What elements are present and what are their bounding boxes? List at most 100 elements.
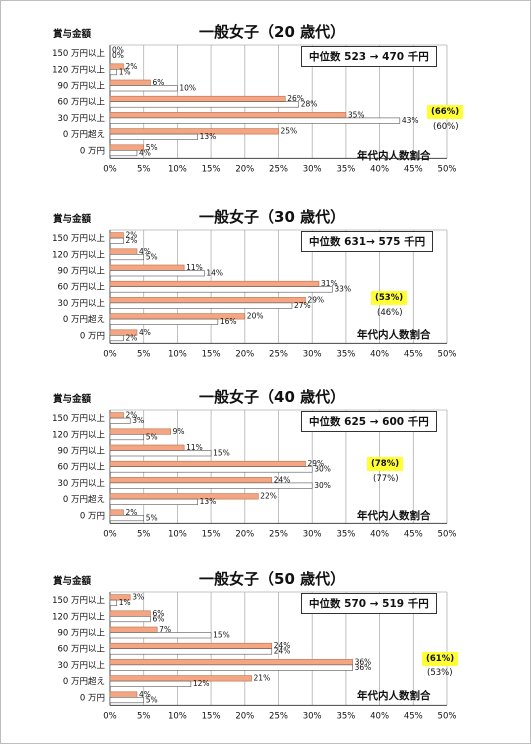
data-label: 2% (125, 411, 137, 420)
tick-label: 50% (438, 711, 457, 721)
chart-title: 一般女子（40 歳代） (199, 388, 346, 406)
data-label: 26% (287, 94, 304, 103)
data-label: 35% (348, 110, 365, 119)
data-label: 31% (321, 279, 338, 288)
data-label: 27% (294, 301, 311, 310)
tick-label: 0% (103, 164, 117, 174)
category-label: 60 万円以上 (57, 645, 105, 655)
data-label: 16% (220, 317, 237, 326)
axis-footer-label: 年代内人数割合 (357, 150, 431, 162)
category-label: 0 万円超え (63, 129, 105, 140)
bar-current (109, 444, 185, 451)
bar-current (109, 642, 273, 649)
tick-label: 40% (370, 164, 389, 174)
current-share-highlight: (53%) (371, 291, 408, 305)
tick-label: 25% (269, 164, 288, 174)
tick-label: 25% (269, 529, 288, 539)
tick-label: 10% (168, 164, 187, 174)
category-label: 150 万円以上 (52, 414, 105, 424)
data-label: 6% (152, 609, 164, 618)
current-share-highlight: (78%) (367, 457, 404, 471)
tick-label: 10% (168, 349, 187, 359)
bar-current (109, 610, 151, 617)
bar-current (109, 460, 306, 467)
category-label: 120 万円以上 (52, 430, 105, 440)
current-share-highlight: (66%) (427, 105, 464, 119)
data-label: 24% (274, 641, 291, 650)
bar-current (109, 428, 171, 435)
panel-40s: 0% 5% 10% 15% 20% 25% 30% 35% 40% 45% 50% 150 万円以上 2… (1, 384, 530, 564)
bar-previous (109, 498, 198, 505)
data-label: 22% (260, 492, 277, 501)
bar-current (109, 477, 273, 484)
tick-label: 45% (404, 529, 423, 539)
bar-previous (109, 599, 118, 606)
tick-label: 10% (168, 529, 187, 539)
tick-label: 15% (202, 711, 221, 721)
tick-label: 50% (438, 349, 457, 359)
bar-current (109, 675, 252, 682)
bar-previous (109, 697, 145, 704)
data-label: 1% (119, 598, 131, 607)
data-label: 9% (173, 427, 185, 436)
tick-label: 40% (370, 349, 389, 359)
chart-title: 一般女子（20 歳代） (199, 23, 346, 41)
bar-previous (109, 664, 353, 671)
category-label: 150 万円以上 (52, 234, 105, 244)
data-label: 2% (125, 236, 137, 245)
bar-current (109, 594, 131, 601)
tick-label: 50% (438, 164, 457, 174)
tick-label: 20% (235, 349, 254, 359)
bar-previous (109, 515, 145, 522)
data-label: 24% (274, 475, 291, 484)
data-label: 12% (193, 679, 210, 688)
data-label: 5% (146, 252, 158, 261)
bar-previous (109, 270, 205, 277)
data-label: 6% (152, 614, 164, 623)
tick-label: 35% (336, 164, 355, 174)
category-header: 賞与金額 (53, 576, 92, 587)
data-label: 13% (200, 132, 217, 141)
data-label: 3% (132, 593, 144, 602)
tick-label: 35% (336, 529, 355, 539)
category-label: 150 万円以上 (52, 49, 105, 59)
chart-title: 一般女子（30 歳代） (199, 208, 346, 226)
data-label: 2% (125, 231, 137, 240)
tick-label: 35% (336, 711, 355, 721)
data-label: 36% (355, 663, 372, 672)
category-header: 賞与金額 (53, 394, 92, 405)
bar-previous (109, 101, 300, 108)
category-label: 60 万円以上 (57, 463, 105, 473)
previous-share-text: (53%) (427, 668, 453, 678)
category-label: 0 万円超え (63, 314, 105, 325)
data-label: 6% (152, 78, 164, 87)
data-label: 20% (247, 312, 264, 321)
data-label: 21% (254, 674, 271, 683)
bar-current (109, 232, 124, 239)
bar-previous (109, 237, 124, 244)
category-label: 30 万円以上 (57, 479, 105, 489)
category-label: 0 万円超え (63, 494, 105, 505)
tick-label: 40% (370, 711, 389, 721)
category-label: 120 万円以上 (52, 612, 105, 622)
bar-previous (109, 450, 212, 457)
tick-label: 10% (168, 711, 187, 721)
tick-label: 0% (103, 711, 117, 721)
category-label: 30 万円以上 (57, 114, 105, 124)
tick-label: 50% (438, 529, 457, 539)
data-label: 2% (125, 508, 137, 517)
category-label: 30 万円以上 (57, 299, 105, 309)
bar-previous (109, 482, 313, 489)
bar-previous (109, 318, 219, 325)
bar-current (109, 412, 124, 419)
bar-previous (109, 117, 401, 124)
category-label: 120 万円以上 (52, 250, 105, 260)
category-label: 60 万円以上 (57, 283, 105, 293)
data-label: 28% (301, 100, 318, 109)
data-label: 7% (159, 625, 171, 634)
tick-label: 20% (235, 529, 254, 539)
data-label: 43% (402, 116, 419, 125)
tick-label: 30% (303, 529, 322, 539)
bar-previous (109, 433, 145, 441)
median-box: 中位数 625 → 600 千円 (301, 411, 437, 432)
